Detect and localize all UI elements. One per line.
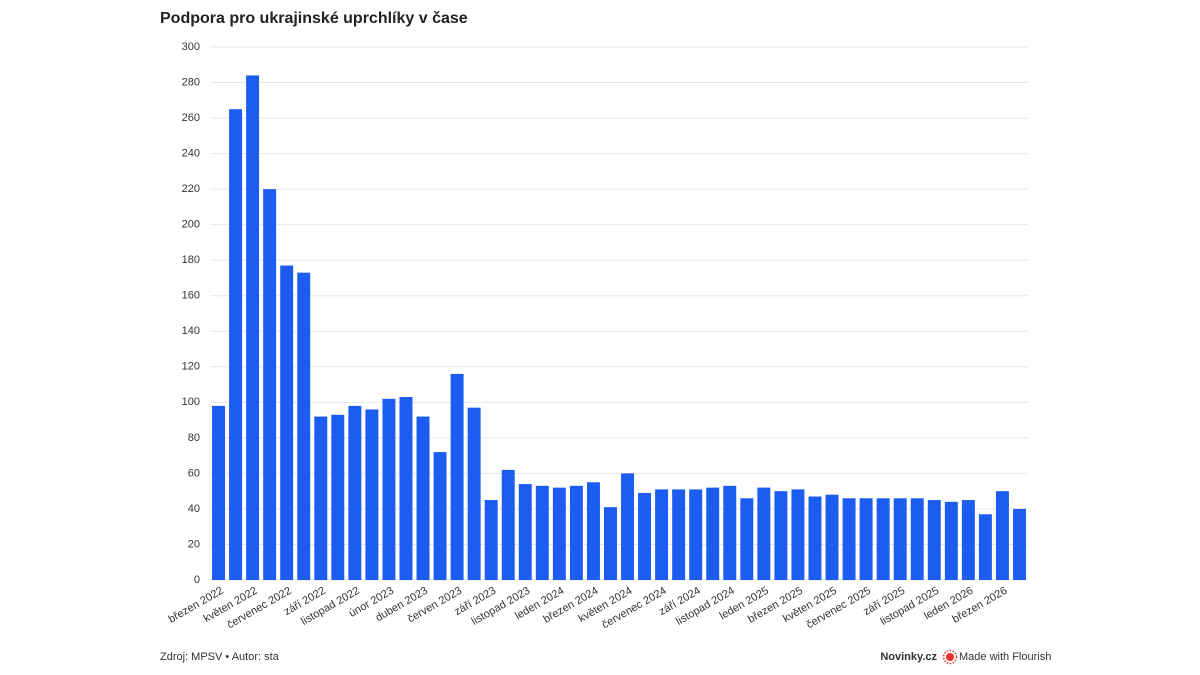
bar xyxy=(552,487,566,580)
bar xyxy=(825,494,839,580)
y-tick-label: 140 xyxy=(182,325,200,337)
bar xyxy=(280,265,294,580)
bar xyxy=(604,507,617,580)
bar xyxy=(723,485,737,580)
bar xyxy=(961,500,975,580)
bar xyxy=(212,405,225,580)
y-tick-label: 60 xyxy=(188,467,200,479)
flourish-icon xyxy=(942,649,958,665)
bar xyxy=(586,482,600,580)
bar xyxy=(467,407,481,580)
bar xyxy=(944,501,958,580)
bar xyxy=(348,405,362,580)
y-tick-label: 20 xyxy=(188,538,200,550)
y-tick-label: 120 xyxy=(182,361,200,373)
bar xyxy=(808,496,822,580)
chart-title: Podpora pro ukrajinské uprchlíky v čase xyxy=(160,10,468,27)
bar xyxy=(535,485,549,580)
bar xyxy=(263,189,277,580)
bar xyxy=(416,416,430,580)
y-tick-label: 100 xyxy=(182,396,200,408)
bar xyxy=(842,498,856,580)
bar xyxy=(995,491,1009,580)
y-tick-label: 260 xyxy=(182,112,200,124)
bar xyxy=(655,489,669,580)
bar xyxy=(229,109,243,580)
bar xyxy=(297,272,311,580)
bar xyxy=(740,498,754,580)
bar xyxy=(859,498,873,580)
bar xyxy=(399,397,413,580)
bar xyxy=(774,491,788,580)
bar xyxy=(757,487,771,580)
bar xyxy=(876,498,890,580)
bar xyxy=(689,489,703,580)
bar xyxy=(893,498,907,580)
bar xyxy=(365,409,379,580)
y-tick-label: 180 xyxy=(182,254,200,266)
bar xyxy=(501,469,515,580)
y-tick-label: 160 xyxy=(182,290,200,302)
bar xyxy=(450,373,464,580)
bar xyxy=(621,473,634,580)
bar xyxy=(1013,508,1026,580)
bar xyxy=(638,492,652,580)
bar xyxy=(706,487,720,580)
publisher: Novinky.cz xyxy=(880,651,937,663)
bar xyxy=(518,484,532,580)
y-tick-label: 200 xyxy=(182,219,200,231)
y-tick-label: 300 xyxy=(182,41,200,53)
source: Zdroj: MPSV • Autor: sta xyxy=(160,651,280,663)
y-tick-label: 0 xyxy=(194,574,200,586)
bar xyxy=(672,489,686,580)
bar xyxy=(484,500,498,580)
bar xyxy=(331,414,345,580)
bar xyxy=(910,498,924,580)
bar xyxy=(569,485,583,580)
bar xyxy=(978,514,992,580)
bar xyxy=(791,489,805,580)
bar xyxy=(314,416,328,580)
bar xyxy=(433,452,447,580)
bar xyxy=(246,75,260,580)
y-tick-label: 280 xyxy=(182,76,200,88)
y-tick-label: 240 xyxy=(182,148,200,160)
y-tick-label: 40 xyxy=(188,503,200,515)
bar xyxy=(927,500,941,580)
y-tick-label: 220 xyxy=(182,183,200,195)
bar xyxy=(382,398,396,580)
y-tick-label: 80 xyxy=(188,432,200,444)
credit: Made with Flourish xyxy=(959,651,1051,663)
